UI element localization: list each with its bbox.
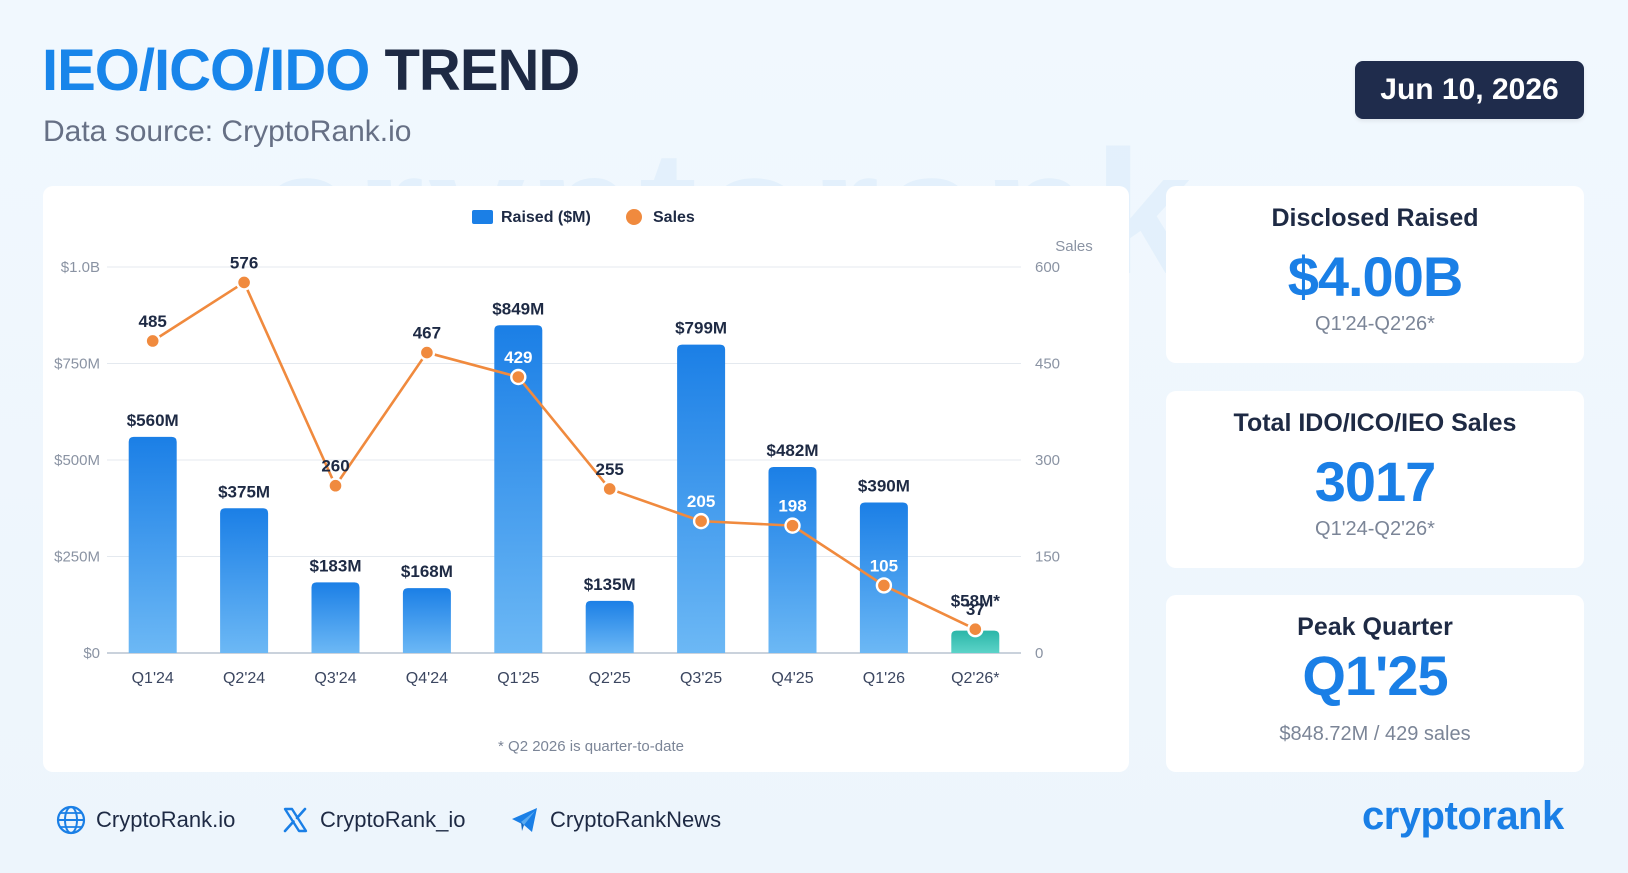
x-tick-label: Q3'24 bbox=[314, 670, 356, 687]
sales-point bbox=[601, 480, 618, 498]
legend-label-sales: Sales bbox=[653, 209, 695, 226]
y-left-tick-label: $1.0B bbox=[61, 259, 100, 276]
bar-value-label: $168M bbox=[401, 562, 453, 581]
page-title: IEO/ICO/IDO TREND bbox=[42, 38, 581, 105]
bar-value-label: $482M bbox=[767, 441, 819, 460]
x-logo-icon bbox=[278, 803, 312, 837]
sales-value-label: 198 bbox=[778, 497, 806, 516]
bar-value-label: $58M* bbox=[951, 592, 1001, 611]
bar bbox=[402, 588, 451, 653]
sales-line bbox=[151, 281, 976, 631]
stat-card-peak: Peak Quarter Q1'25 $848.72M / 429 sales bbox=[1166, 595, 1584, 772]
bar bbox=[311, 582, 360, 653]
stat-label-sales: Total IDO/ICO/IEO Sales bbox=[1233, 409, 1517, 437]
right-axis-title: Sales bbox=[1055, 238, 1093, 255]
legend-label-raised: Raised ($M) bbox=[501, 209, 591, 226]
x-tick-label: Q4'25 bbox=[771, 670, 813, 687]
sales-point bbox=[418, 344, 436, 361]
y-left-tick-label: $500M bbox=[54, 452, 100, 469]
y-right-tick-label: 150 bbox=[1035, 549, 1060, 566]
sales-point bbox=[875, 577, 893, 594]
sales-value-label: 37 bbox=[966, 600, 985, 619]
x-tick-label: Q2'25 bbox=[589, 670, 631, 687]
y-right-tick-label: 0 bbox=[1035, 645, 1043, 662]
stat-value-peak: Q1'25 bbox=[1302, 644, 1448, 707]
stat-value-raised: $4.00B bbox=[1287, 245, 1464, 308]
twitter-label: CryptoRank_io bbox=[320, 807, 466, 832]
y-right-tick-label: 450 bbox=[1035, 356, 1060, 373]
y-left-tick-label: $750M bbox=[54, 356, 100, 373]
bar bbox=[494, 325, 543, 653]
brand-logo: cryptorank bbox=[1362, 794, 1564, 838]
x-tick-label: Q4'24 bbox=[406, 670, 448, 687]
bar bbox=[677, 344, 726, 653]
combo-chart: $0 $250M $500M $750M $1.0B 0 150 300 450 600 $560… bbox=[54, 209, 1093, 755]
sales-point bbox=[510, 368, 527, 386]
stat-label-raised: Disclosed Raised bbox=[1271, 204, 1479, 232]
sales-value-label: 467 bbox=[413, 324, 441, 343]
sales-value-label: 576 bbox=[230, 253, 258, 272]
stat-sub-sales: Q1'24-Q2'26* bbox=[1315, 518, 1435, 540]
y-right-tick-label: 600 bbox=[1035, 259, 1060, 276]
bar bbox=[585, 600, 634, 653]
stat-value-sales: 3017 bbox=[1314, 450, 1437, 513]
sales-value-label: 105 bbox=[870, 556, 898, 575]
stat-sub-peak: $848.72M / 429 sales bbox=[1279, 723, 1471, 745]
y-right-tick-label: 300 bbox=[1035, 452, 1060, 469]
x-tick-label: Q1'26 bbox=[863, 670, 905, 687]
bar bbox=[768, 466, 817, 653]
data-source: Data source: CryptoRank.io bbox=[43, 115, 412, 148]
bar-value-label: $849M bbox=[492, 299, 544, 318]
twitter-link[interactable]: CryptoRank_io bbox=[278, 803, 466, 837]
website-label: CryptoRank.io bbox=[96, 807, 236, 832]
x-tick-label: Q2'26* bbox=[951, 670, 999, 687]
x-tick-label: Q1'24 bbox=[132, 670, 174, 687]
title-accent: IEO/ICO/IDO bbox=[42, 38, 370, 103]
bar-value-label: $183M bbox=[310, 556, 362, 575]
sales-point bbox=[967, 620, 984, 638]
telegram-label: CryptoRankNews bbox=[550, 807, 722, 832]
bar-value-label: $799M bbox=[675, 319, 727, 338]
bar-value-label: $375M bbox=[218, 482, 270, 501]
sales-point bbox=[327, 477, 344, 494]
title-rest: TREND bbox=[384, 38, 581, 103]
legend-marker-sales bbox=[626, 209, 642, 225]
sales-value-label: 255 bbox=[596, 460, 624, 479]
bar-value-label: $560M bbox=[127, 411, 179, 430]
telegram-link[interactable]: CryptoRankNews bbox=[508, 803, 721, 837]
x-tick-label: Q1'25 bbox=[497, 670, 539, 687]
globe-icon bbox=[54, 803, 88, 837]
sales-value-label: 485 bbox=[139, 312, 167, 331]
bar-value-label: $135M bbox=[584, 575, 636, 594]
chart-card: $0 $250M $500M $750M $1.0B 0 150 300 450 600 $560… bbox=[43, 186, 1129, 772]
sales-value-label: 260 bbox=[321, 457, 349, 476]
bar bbox=[220, 508, 269, 653]
stat-card-sales: Total IDO/ICO/IEO Sales 3017 Q1'24-Q2'26… bbox=[1166, 391, 1584, 568]
bar-value-label: $390M bbox=[858, 476, 910, 495]
y-left-tick-label: $250M bbox=[54, 549, 100, 566]
sales-point bbox=[235, 274, 253, 291]
stat-card-raised: Disclosed Raised $4.00B Q1'24-Q2'26* bbox=[1166, 186, 1584, 363]
bar bbox=[951, 630, 1000, 653]
legend-swatch-raised bbox=[472, 210, 493, 224]
sales-value-label: 429 bbox=[504, 348, 532, 367]
sales-point bbox=[144, 332, 161, 350]
stat-label-peak: Peak Quarter bbox=[1297, 613, 1453, 641]
x-tick-label: Q2'24 bbox=[223, 670, 265, 687]
x-tick-label: Q3'25 bbox=[680, 670, 722, 687]
sales-point bbox=[784, 517, 801, 534]
y-left-tick-label: $0 bbox=[83, 645, 100, 662]
stat-sub-raised: Q1'24-Q2'26* bbox=[1315, 313, 1435, 335]
bar bbox=[128, 436, 177, 653]
website-link[interactable]: CryptoRank.io bbox=[54, 803, 235, 837]
chart-footnote: * Q2 2026 is quarter-to-date bbox=[498, 738, 684, 755]
sales-point bbox=[692, 512, 710, 530]
date-badge: Jun 10, 2026 bbox=[1355, 61, 1584, 119]
telegram-icon bbox=[508, 803, 542, 837]
sales-value-label: 205 bbox=[687, 492, 715, 511]
